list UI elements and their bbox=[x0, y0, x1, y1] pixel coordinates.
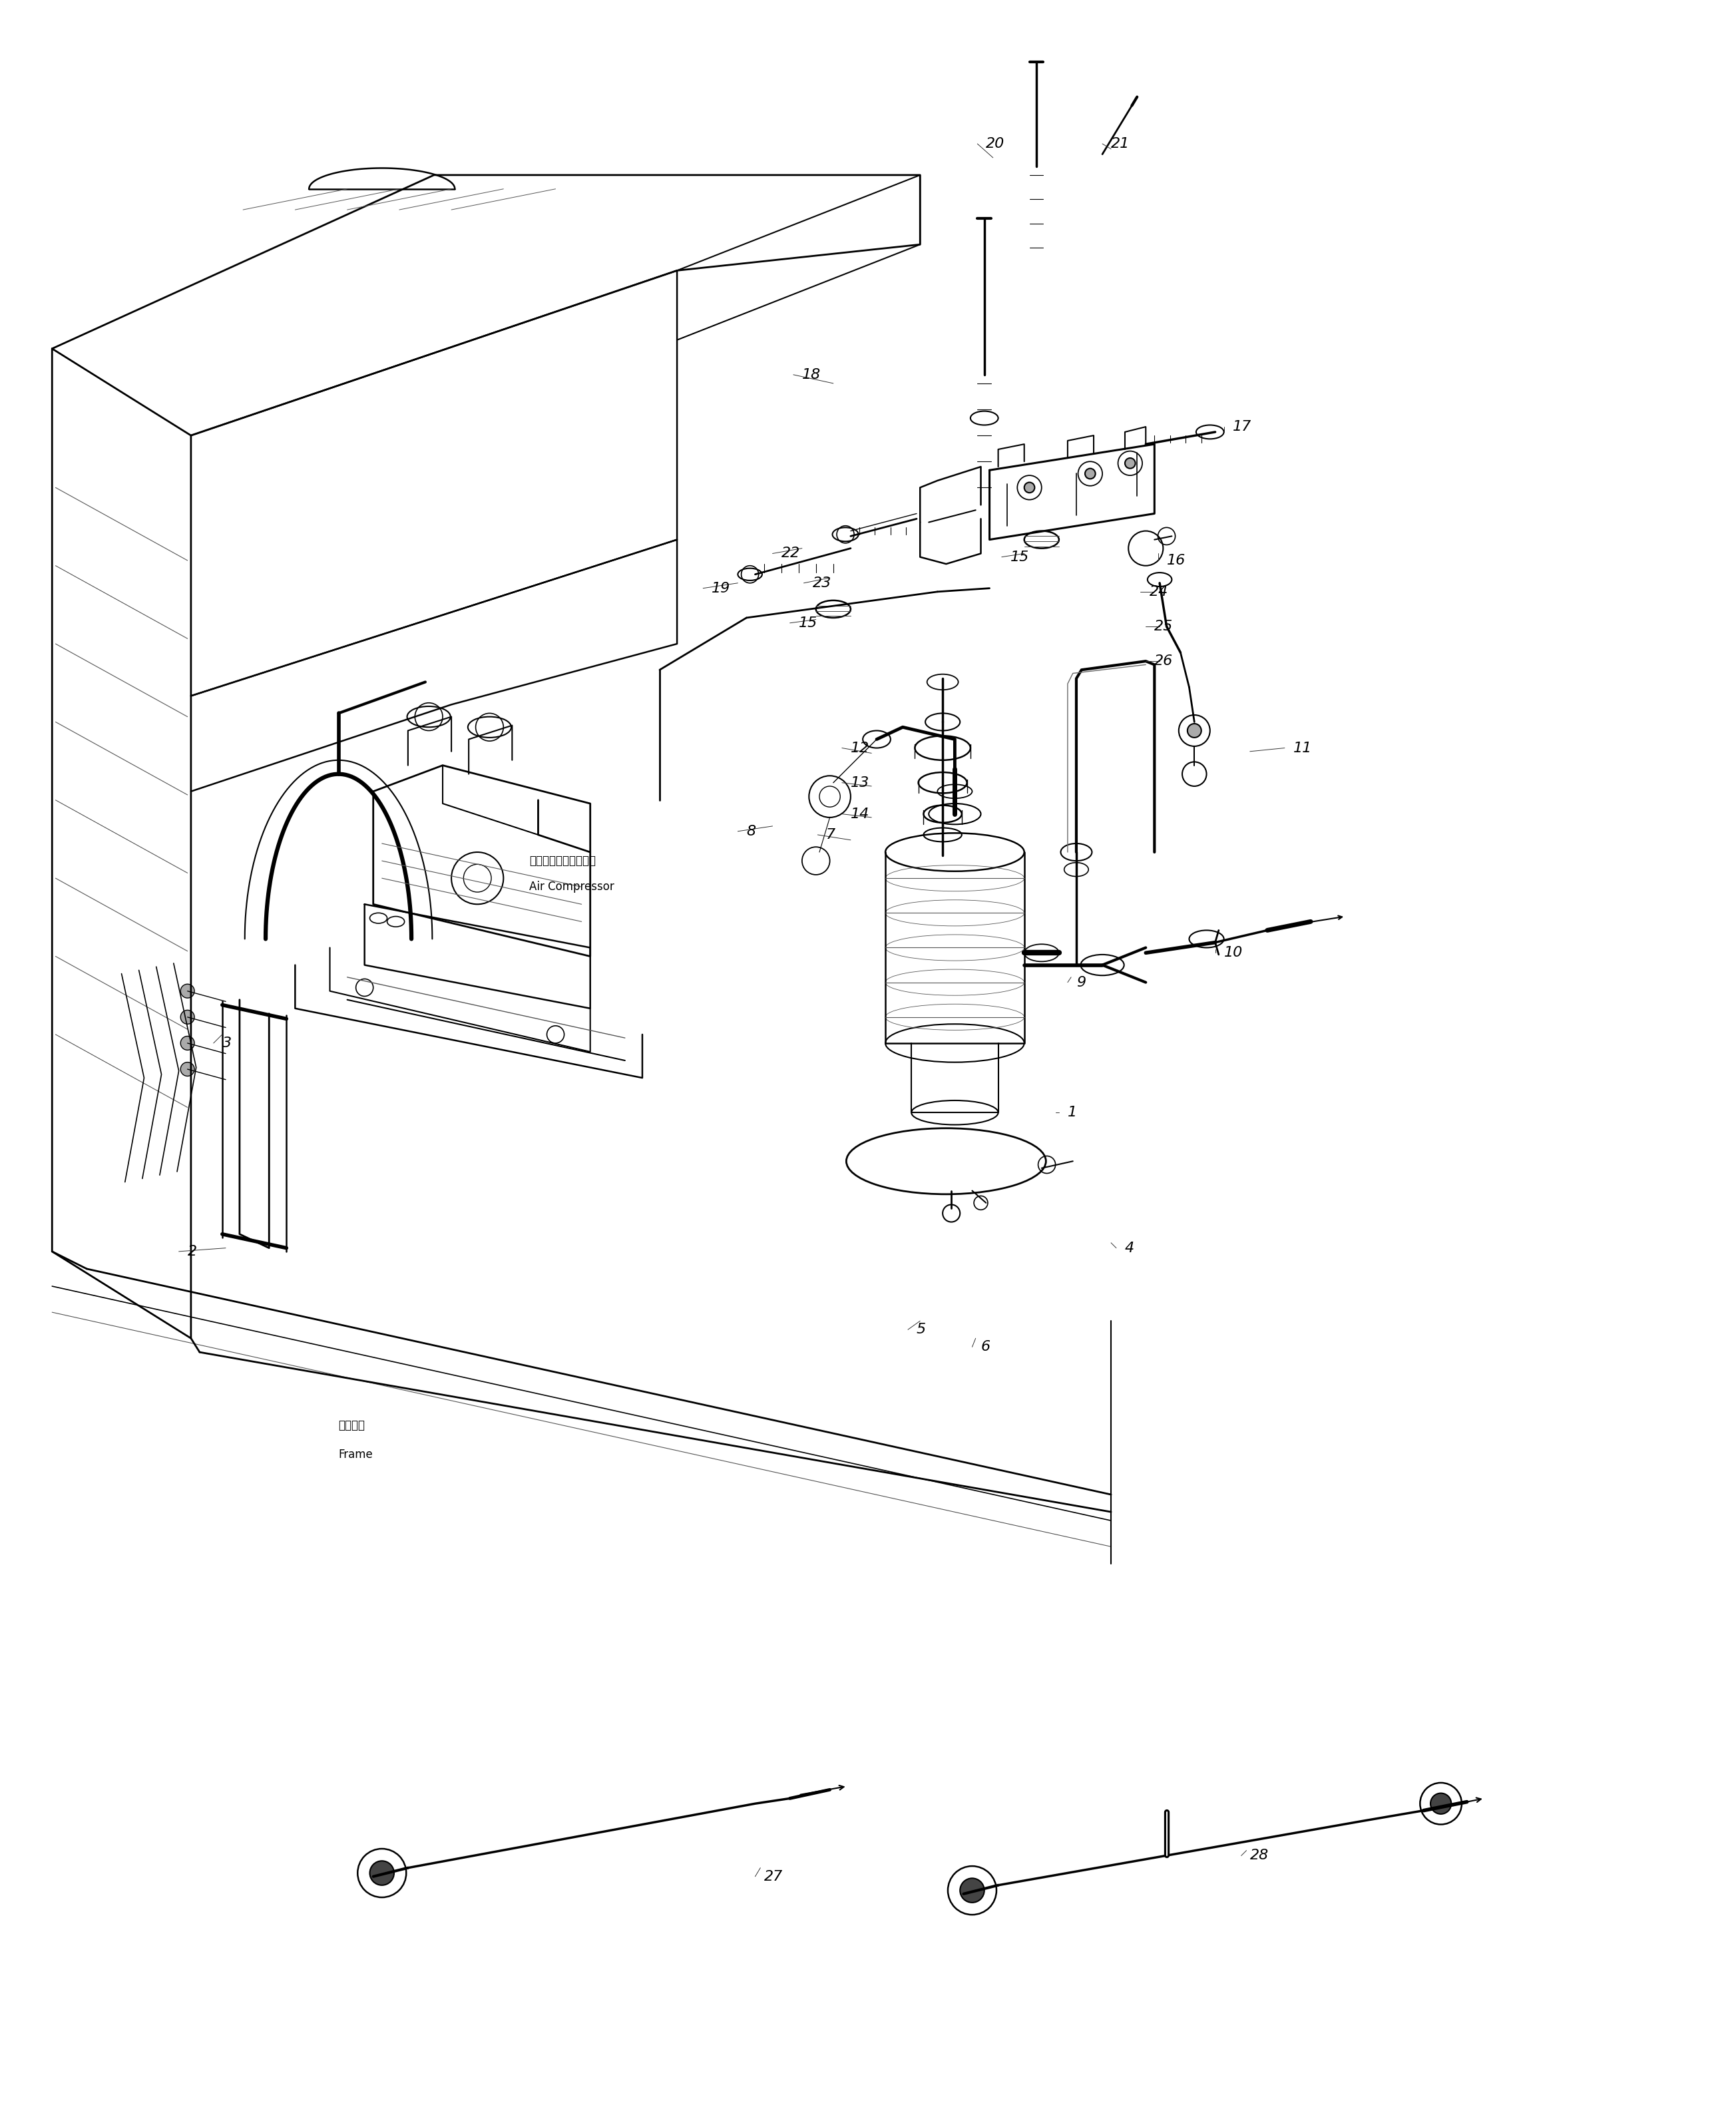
Text: 18: 18 bbox=[802, 369, 821, 382]
Text: 5: 5 bbox=[917, 1324, 925, 1336]
Text: 11: 11 bbox=[1293, 742, 1312, 755]
Circle shape bbox=[1085, 469, 1095, 479]
Circle shape bbox=[1187, 723, 1201, 738]
Circle shape bbox=[960, 1879, 984, 1903]
Text: 17: 17 bbox=[1233, 420, 1252, 433]
Circle shape bbox=[181, 984, 194, 999]
Text: 27: 27 bbox=[764, 1871, 783, 1883]
Text: 21: 21 bbox=[1111, 138, 1130, 151]
Circle shape bbox=[370, 1860, 394, 1886]
Text: 1: 1 bbox=[1068, 1105, 1076, 1120]
Circle shape bbox=[181, 1037, 194, 1050]
Circle shape bbox=[181, 1010, 194, 1024]
Text: 7: 7 bbox=[826, 827, 835, 842]
Circle shape bbox=[1125, 458, 1135, 469]
Text: 6: 6 bbox=[981, 1340, 990, 1353]
Text: フレーム: フレーム bbox=[339, 1419, 365, 1432]
Text: 15: 15 bbox=[799, 617, 818, 630]
Text: 8: 8 bbox=[746, 825, 755, 838]
Text: 9: 9 bbox=[1076, 976, 1085, 988]
Text: Air Compressor: Air Compressor bbox=[529, 880, 615, 893]
Text: 25: 25 bbox=[1154, 619, 1174, 632]
Text: 3: 3 bbox=[222, 1037, 231, 1050]
Circle shape bbox=[1024, 481, 1035, 492]
Text: エアーコンプレッサー: エアーコンプレッサー bbox=[529, 855, 595, 867]
Text: 23: 23 bbox=[812, 577, 832, 590]
Text: 15: 15 bbox=[1010, 549, 1029, 564]
Text: 2: 2 bbox=[187, 1245, 196, 1258]
Text: 19: 19 bbox=[712, 581, 731, 594]
Text: 14: 14 bbox=[851, 808, 870, 821]
Circle shape bbox=[1430, 1792, 1451, 1813]
Text: 4: 4 bbox=[1125, 1241, 1134, 1256]
Text: 16: 16 bbox=[1167, 554, 1186, 566]
Text: 28: 28 bbox=[1250, 1850, 1269, 1862]
Text: Frame: Frame bbox=[339, 1449, 373, 1461]
Text: 24: 24 bbox=[1149, 585, 1168, 598]
Text: 26: 26 bbox=[1154, 655, 1174, 668]
Text: 22: 22 bbox=[781, 547, 800, 560]
Circle shape bbox=[181, 1063, 194, 1075]
Text: 10: 10 bbox=[1224, 946, 1243, 959]
Text: 13: 13 bbox=[851, 776, 870, 789]
Text: 20: 20 bbox=[986, 138, 1005, 151]
Text: 12: 12 bbox=[851, 742, 870, 755]
